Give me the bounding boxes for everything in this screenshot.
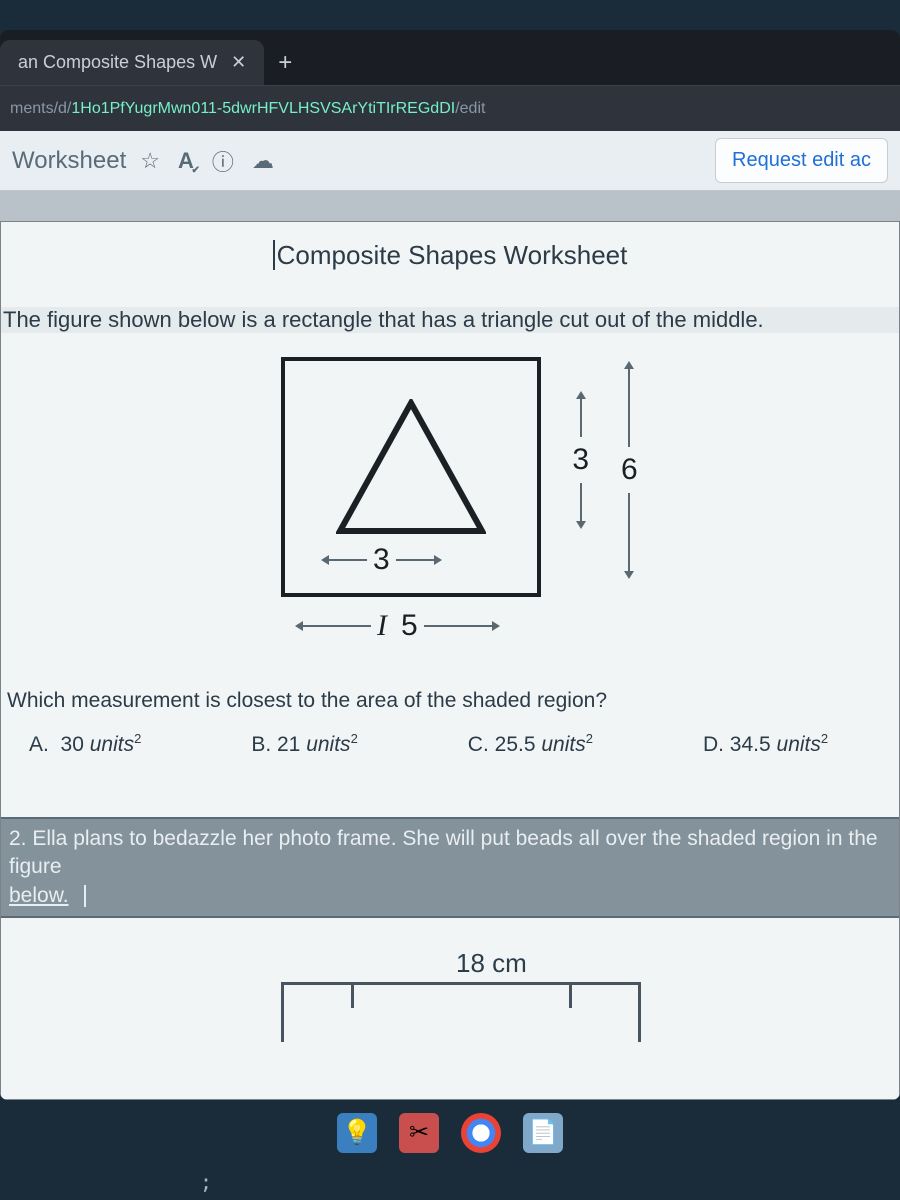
- document-sheet: Composite Shapes Worksheet The figure sh…: [0, 221, 900, 1100]
- stray-semicolon: ;: [200, 1170, 212, 1194]
- answer-d[interactable]: D. 34.5 units2: [703, 731, 828, 757]
- taskbar-icon-tips[interactable]: 💡: [337, 1113, 377, 1153]
- url-doc-id: 1Ho1PfYugrMwn011-5dwrHFVLHSVSArYtiTIrREG…: [71, 100, 455, 118]
- answer-c-letter: C.: [468, 733, 489, 756]
- browser-tabstrip: an Composite Shapes W ✕ +: [0, 30, 900, 85]
- dim-triangle-base-value: 3: [373, 543, 390, 577]
- text-cursor-2: [84, 885, 86, 907]
- dim-rect-height: 6: [621, 367, 638, 573]
- url-bar[interactable]: ments/d/1Ho1PfYugrMwn011-5dwrHFVLHSVSArY…: [0, 85, 900, 131]
- url-prefix: ments/d/: [10, 100, 71, 118]
- answer-row: A. 30 units2 B. 21 units2 C. 25.5 units2: [1, 715, 899, 757]
- url-suffix: /edit: [455, 100, 485, 118]
- answer-c-value: 25.5: [495, 733, 536, 756]
- answer-d-value: 34.5: [730, 733, 771, 756]
- dim-triangle-height-value: 3: [572, 443, 589, 477]
- taskbar-icon-snip[interactable]: ✂: [399, 1113, 439, 1153]
- figure-2-frame: 18 cm: [1, 948, 899, 1068]
- problem-2-line1: 2. Ella plans to bedazzle her photo fram…: [9, 827, 878, 878]
- docs-toolbar-icons: ☆ A✔ ⓘ ☁: [140, 145, 274, 177]
- spellcheck-icon[interactable]: A✔: [178, 148, 194, 174]
- answer-a[interactable]: A. 30 units2: [29, 731, 141, 757]
- docs-toolbar: Worksheet ☆ A✔ ⓘ ☁ Request edit ac: [0, 131, 900, 191]
- dim-rect-width: I 5: [301, 609, 494, 643]
- figure-cursor-mark: I: [377, 609, 387, 643]
- answer-c[interactable]: C. 25.5 units2: [468, 731, 593, 757]
- dim-triangle-height: 3: [572, 397, 589, 523]
- request-edit-button[interactable]: Request edit ac: [715, 138, 888, 183]
- info-icon[interactable]: ⓘ: [212, 145, 234, 177]
- answer-b-value: 21: [277, 733, 300, 756]
- sheet-content: Composite Shapes Worksheet The figure sh…: [1, 222, 899, 1099]
- problem-2-text: 2. Ella plans to bedazzle her photo fram…: [1, 817, 899, 918]
- worksheet-title: Composite Shapes Worksheet: [1, 240, 899, 271]
- close-icon[interactable]: ✕: [231, 52, 246, 73]
- frame-width-label: 18 cm: [456, 948, 527, 979]
- answer-b[interactable]: B. 21 units2: [251, 731, 357, 757]
- browser-tab[interactable]: an Composite Shapes W ✕: [0, 40, 264, 85]
- answer-d-letter: D.: [703, 733, 724, 756]
- document-title[interactable]: Worksheet: [12, 147, 126, 175]
- star-icon[interactable]: ☆: [140, 148, 160, 174]
- dim-rect-width-value: 5: [401, 609, 418, 643]
- problem-2-below: below.: [9, 884, 69, 907]
- answer-b-unit: units: [306, 733, 350, 756]
- dim-triangle-base: 3: [327, 543, 436, 577]
- taskbar: 💡 ✂ 📄: [0, 1105, 900, 1160]
- taskbar-icon-chrome[interactable]: [461, 1113, 501, 1153]
- tab-title: an Composite Shapes W: [18, 52, 217, 73]
- frame-tick-right: [569, 982, 572, 1008]
- answer-a-unit: units: [90, 733, 134, 756]
- question-1: Which measurement is closest to the area…: [1, 687, 899, 715]
- figure-rectangle-group: 3 3 I: [281, 357, 541, 597]
- answer-b-letter: B.: [251, 733, 271, 756]
- docs-toolbar-left: Worksheet ☆ A✔ ⓘ ☁: [12, 145, 274, 177]
- new-tab-button[interactable]: +: [274, 49, 306, 85]
- worksheet-title-text: Composite Shapes Worksheet: [277, 240, 628, 270]
- figure-triangle: [336, 399, 486, 535]
- monitor-screen: an Composite Shapes W ✕ + ments/d/1Ho1Pf…: [0, 30, 900, 1100]
- figure-rectangle: 3 3: [281, 357, 541, 597]
- answer-c-unit: units: [541, 733, 585, 756]
- answer-a-value: 30: [61, 733, 84, 756]
- cloud-icon[interactable]: ☁: [252, 148, 274, 174]
- document-page-area: Composite Shapes Worksheet The figure sh…: [0, 191, 900, 1100]
- dim-rect-height-value: 6: [621, 453, 638, 487]
- frame-rectangle: [281, 982, 641, 1042]
- answer-d-unit: units: [777, 733, 821, 756]
- frame-tick-left: [351, 982, 354, 1008]
- text-cursor: [273, 240, 275, 270]
- answer-a-letter: A.: [29, 733, 49, 756]
- problem-1-text: The figure shown below is a rectangle th…: [1, 307, 899, 333]
- figure-1: 3 3 I: [1, 357, 899, 677]
- taskbar-icon-notes[interactable]: 📄: [523, 1113, 563, 1153]
